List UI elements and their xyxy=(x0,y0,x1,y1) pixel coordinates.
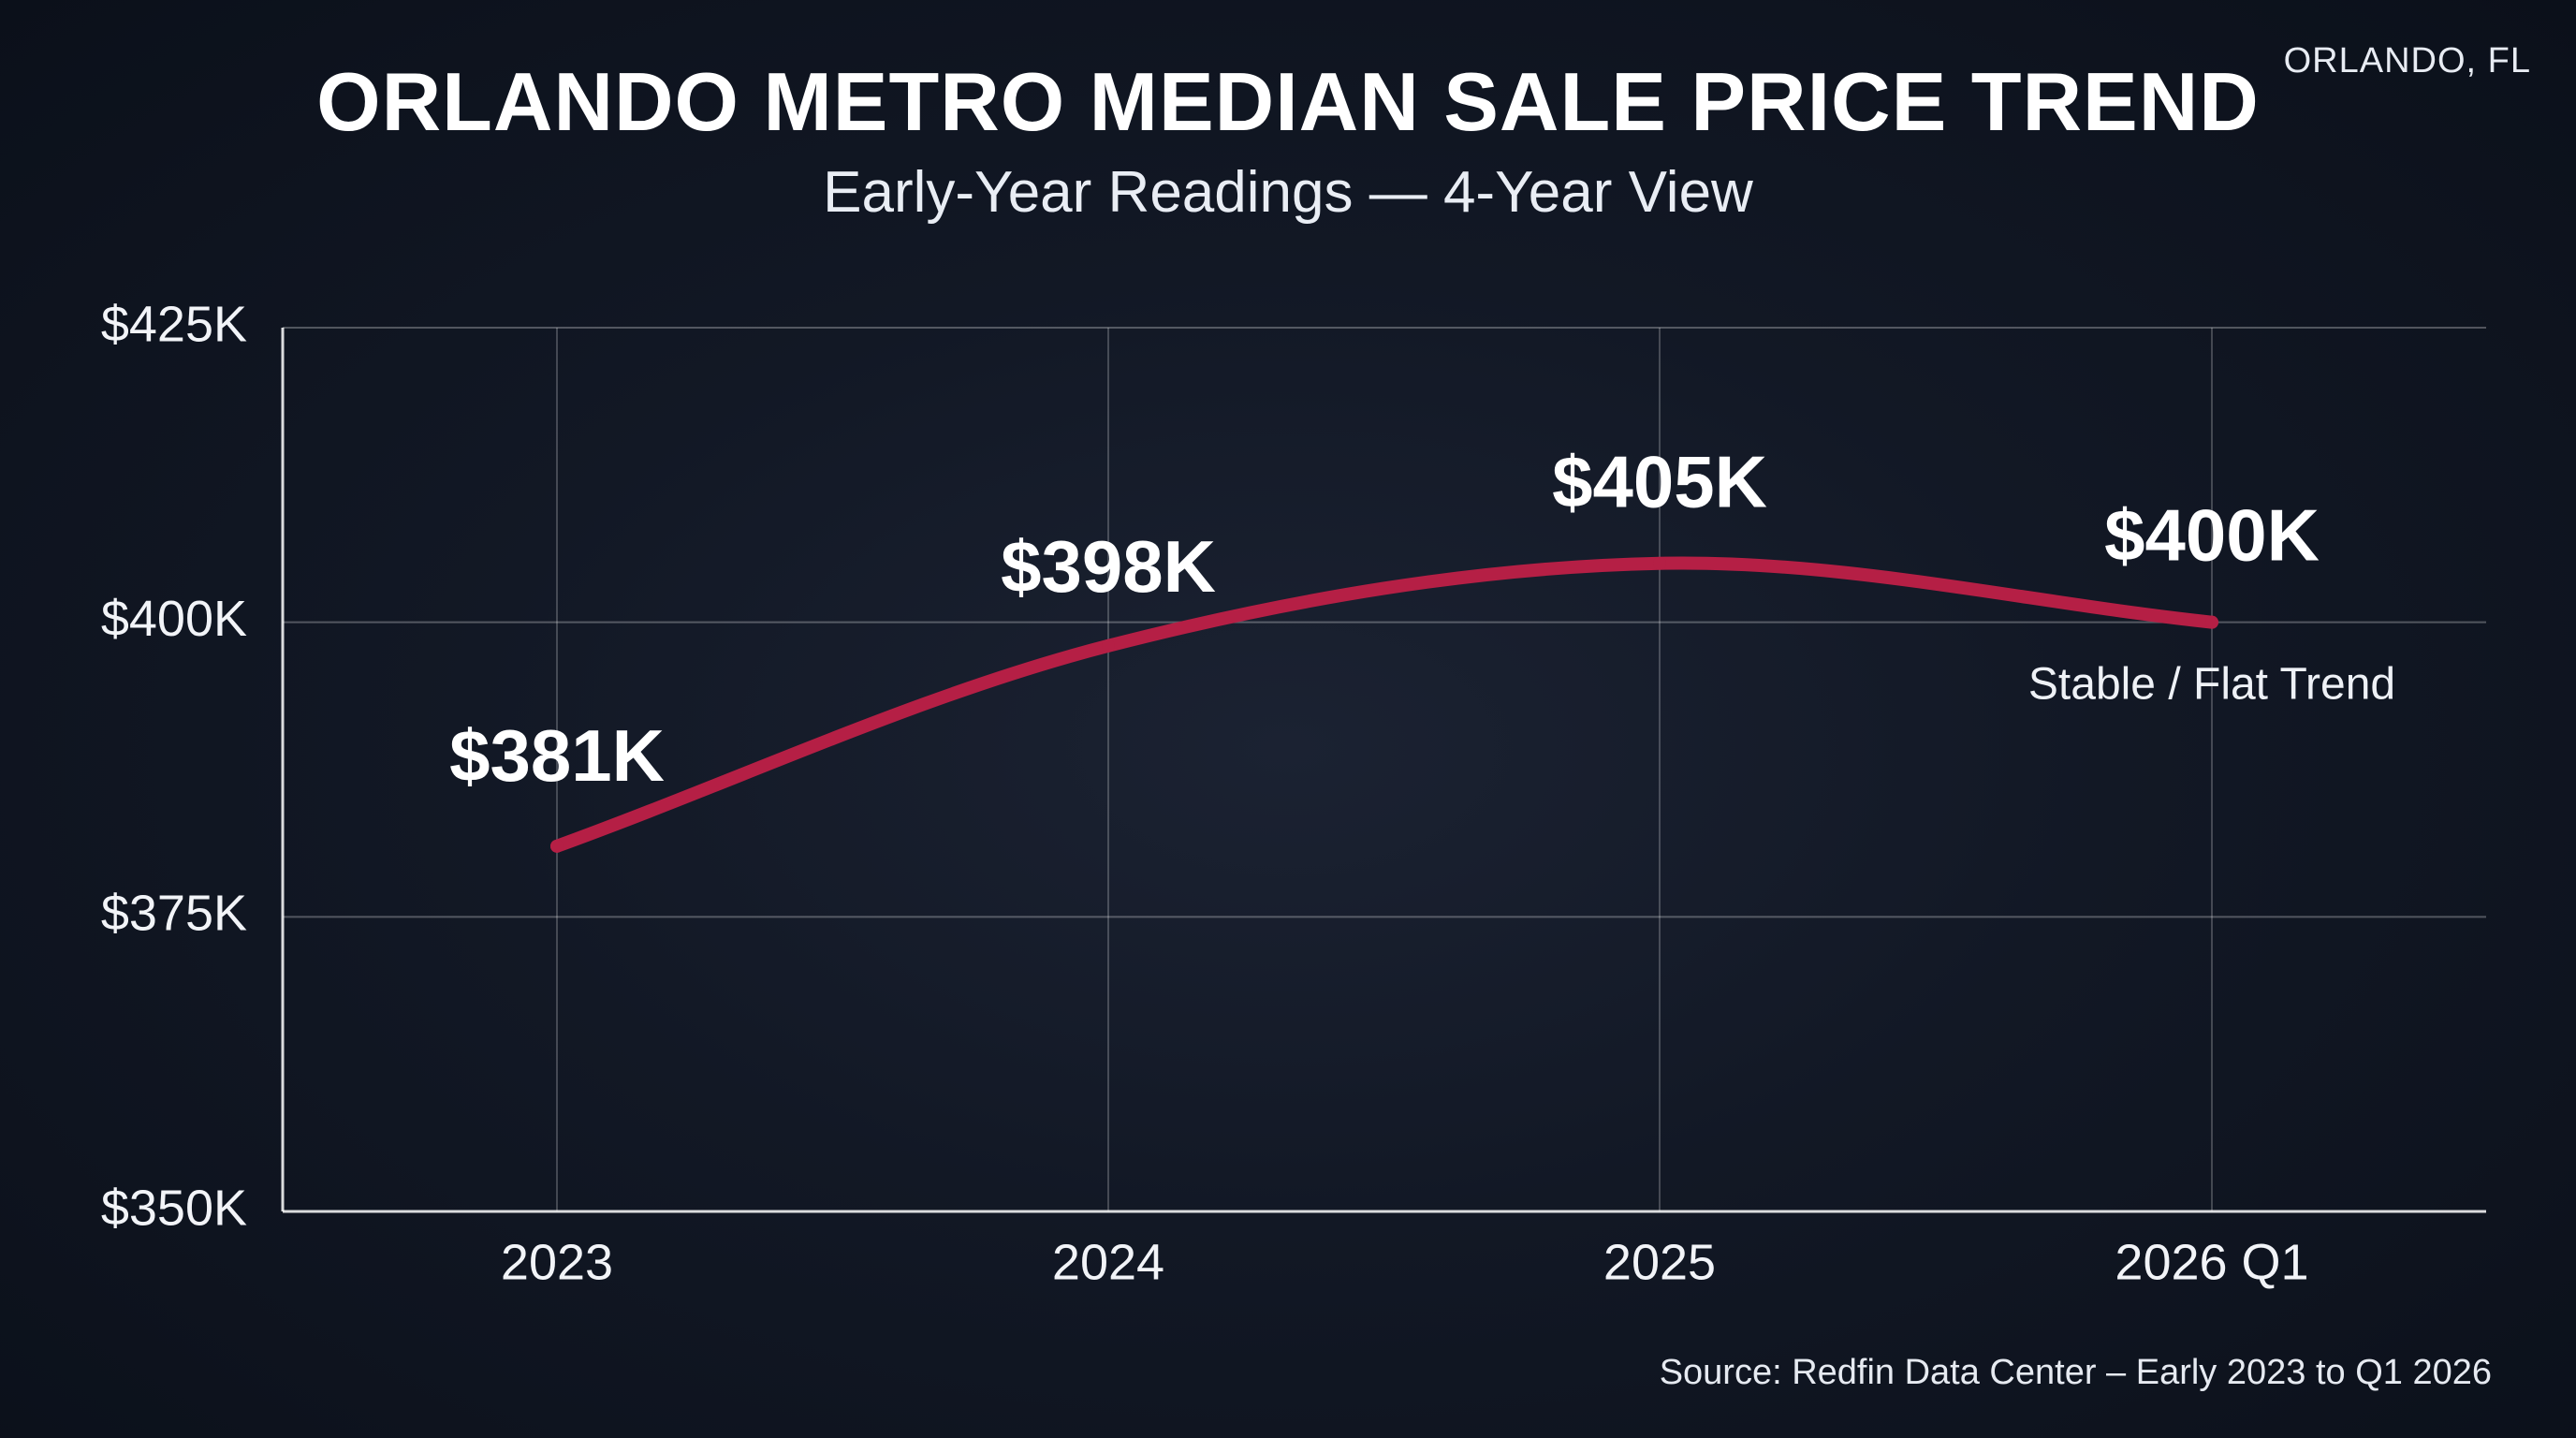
data-point xyxy=(1653,556,1666,570)
x-tick-label: 2025 xyxy=(1603,1234,1716,1290)
source-note: Source: Redfin Data Center – Early 2023 … xyxy=(1659,1353,2492,1392)
location-label: ORLANDO, FL xyxy=(2283,41,2531,81)
data-point xyxy=(1102,638,1115,653)
series-line xyxy=(550,556,2218,853)
data-point xyxy=(550,839,564,853)
y-tick-label: $425K xyxy=(101,296,247,352)
x-tick-label: 2024 xyxy=(1052,1234,1164,1290)
y-tick-label: $350K xyxy=(101,1180,247,1236)
chart-title: ORLANDO METRO MEDIAN SALE PRICE TREND xyxy=(316,55,2260,148)
data-label: $398K xyxy=(1001,525,1216,608)
chart-subtitle: Early-Year Readings — 4-Year View xyxy=(823,160,1753,225)
data-point xyxy=(2205,615,2218,629)
x-tick-label: 2026 Q1 xyxy=(2115,1234,2308,1290)
trend-annotation: Stable / Flat Trend xyxy=(2028,660,2395,710)
y-tick-label: $400K xyxy=(101,591,247,647)
x-tick-label: 2023 xyxy=(501,1234,613,1290)
y-tick-label: $375K xyxy=(101,886,247,942)
data-label: $405K xyxy=(1552,441,1767,523)
data-label: $381K xyxy=(449,714,665,797)
data-label: $400K xyxy=(2104,494,2320,577)
